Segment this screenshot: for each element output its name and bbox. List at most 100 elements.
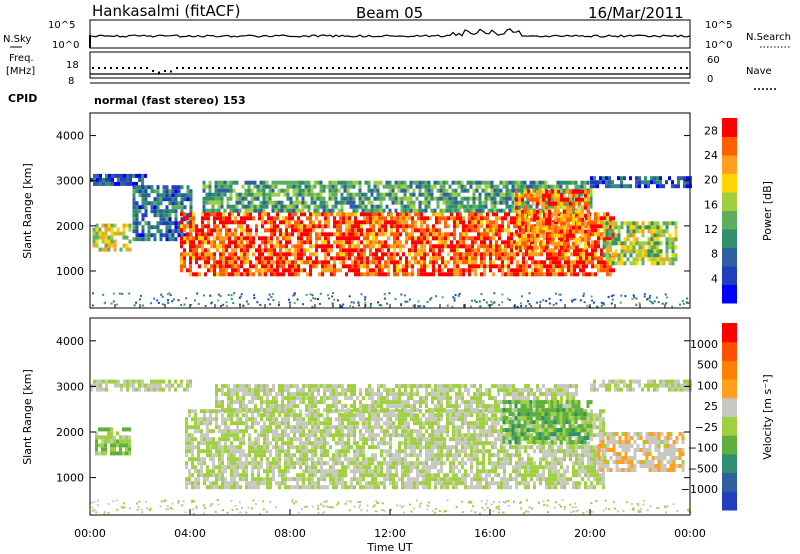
velocity-region-3 [215, 384, 578, 413]
nave-dot [134, 67, 136, 69]
nsky-trace [89, 28, 691, 38]
power-colorbar-tick: 20 [704, 174, 718, 187]
power-region-3 [180, 212, 615, 277]
velocity-ytick-label: 4000 [56, 335, 84, 348]
nave-dot [176, 67, 178, 69]
nave-top-tick: 60 [707, 55, 720, 66]
velocity-colorbar-label: Velocity [m s⁻¹] [761, 374, 774, 459]
freq-label-line2: [MHz] [6, 66, 35, 77]
power-colorbar-swatch [722, 118, 737, 137]
nave-dot [542, 67, 544, 69]
nave-dot [578, 67, 580, 69]
velocity-colorbar: 1000 500 100 25 −25 −100 −500 −1000 [681, 323, 737, 511]
nave-dot [584, 67, 586, 69]
nave-dot [212, 67, 214, 69]
nave-dot [266, 67, 268, 69]
nave-dot [674, 67, 676, 69]
velocity-colorbar-swatch [722, 397, 737, 417]
nave-dot [446, 67, 448, 69]
velocity-ytick-label: 1000 [56, 472, 84, 485]
nave-dot [236, 67, 238, 69]
nave-dot [140, 67, 142, 69]
nave-dot [380, 67, 382, 69]
velocity-region-6 [590, 379, 692, 392]
nave-dot [152, 69, 154, 72]
velocity-colorbar-tick: −100 [688, 442, 718, 455]
power-region-2 [132, 185, 193, 242]
xtick-label: 00:00 [74, 527, 106, 540]
nave-dot [500, 67, 502, 69]
nave-dot [464, 67, 466, 69]
velocity-region-5 [597, 432, 685, 472]
power-colorbar-tick: 28 [704, 124, 718, 137]
nave-dot [488, 67, 490, 69]
nave-dot [356, 67, 358, 69]
freq-panel: Freq. [MHz] 18 8 60 0 Nave [6, 51, 776, 90]
nave-dot [602, 67, 604, 69]
date-title: 16/Mar/2011 [588, 4, 684, 22]
nave-dot [182, 67, 184, 69]
velocity-colorbar-tick: −1000 [681, 483, 718, 496]
velocity-ylabel: Slant Range [km] [21, 369, 34, 465]
nave-dot [416, 67, 418, 69]
nave-dot [122, 67, 124, 69]
power-colorbar-swatch [722, 192, 737, 211]
velocity-colorbar-swatch [722, 379, 737, 399]
power-ytick-label: 4000 [56, 130, 84, 143]
nave-dot [290, 67, 292, 69]
power-colorbar-swatch [722, 136, 737, 156]
freq-label-line1: Freq. [9, 53, 34, 64]
power-rti-panel: 1000 2000 3000 4000 Slant Range [km] 4 8 12 16… [21, 112, 774, 309]
beam-title: Beam 05 [356, 4, 423, 22]
nave-dot [374, 67, 376, 69]
cpid-text: normal (fast stereo) 153 [94, 94, 246, 107]
xtick-label: 12:00 [374, 527, 406, 540]
velocity-ytick-label: 2000 [56, 426, 84, 439]
velocity-colorbar-tick: 100 [697, 379, 718, 392]
nave-dot [410, 67, 412, 69]
nave-dot [302, 67, 304, 69]
velocity-colorbar-swatch [722, 360, 737, 380]
nave-dot [104, 67, 106, 69]
nave-dot [530, 67, 532, 69]
nave-dot [116, 67, 118, 69]
velocity-colorbar-swatch [722, 472, 737, 492]
nave-dot [272, 67, 274, 69]
xtick-label: 16:00 [474, 527, 506, 540]
nave-dot [404, 67, 406, 69]
power-heatmap [90, 173, 692, 308]
power-region-5 [515, 189, 590, 250]
nave-dot [158, 71, 160, 74]
velocity-region-0 [90, 379, 192, 392]
power-region-1 [92, 223, 132, 252]
nave-dot [164, 70, 166, 73]
xtick-label: 04:00 [174, 527, 206, 540]
nsearch-bottom-tick: 10^0 [705, 40, 732, 51]
nsearch-top-tick: 10^5 [705, 20, 732, 31]
power-colorbar-swatch [722, 210, 737, 230]
power-ylabel: Slant Range [km] [21, 163, 34, 259]
nave-dot [572, 67, 574, 69]
nave-dot [368, 67, 370, 69]
nave-dot [350, 67, 352, 69]
power-colorbar-swatch [722, 266, 737, 285]
power-ytick-label: 2000 [56, 220, 84, 233]
velocity-ytick-label: 3000 [56, 380, 84, 393]
nave-dot [170, 70, 172, 73]
velocity-rti-panel: 1000 2000 3000 4000 00:00 04:00 08:00 12:00 16:… [21, 317, 774, 554]
nave-dot [194, 67, 196, 69]
nave-dot [224, 67, 226, 69]
power-colorbar: 4 8 12 16 20 24 28 [704, 118, 737, 304]
freq-top-tick: 18 [66, 60, 79, 71]
nave-dot [440, 67, 442, 69]
nsky-label: N.Sky [3, 34, 31, 45]
nave-dot [92, 67, 94, 69]
nave-dot [608, 67, 610, 69]
velocity-colorbar-swatch [722, 416, 737, 436]
nave-dot [218, 67, 220, 69]
nave-dot [452, 67, 454, 69]
velocity-colorbar-tick: 500 [697, 359, 718, 372]
nave-dot [434, 67, 436, 69]
nsearch-label: N.Search [746, 32, 791, 43]
power-region-0 [90, 173, 147, 186]
